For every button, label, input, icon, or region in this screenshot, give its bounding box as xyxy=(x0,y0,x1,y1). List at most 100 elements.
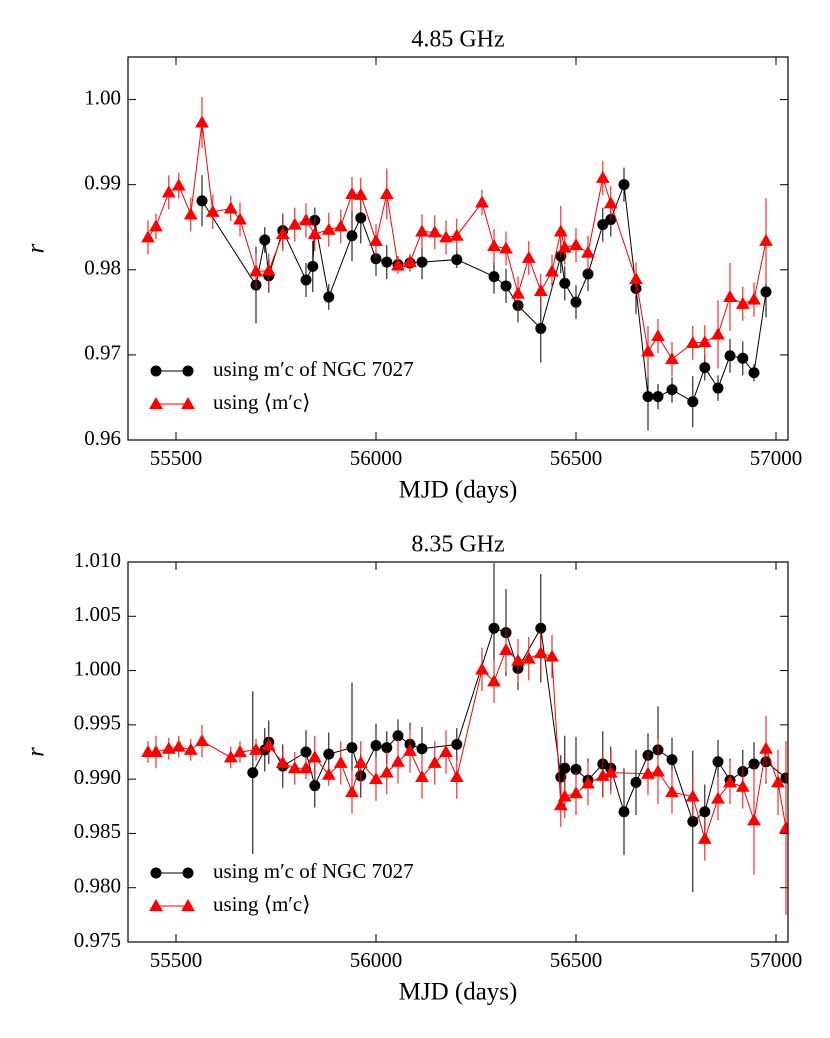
circle-marker xyxy=(451,738,463,750)
triangle-marker xyxy=(249,264,263,277)
triangle-marker xyxy=(195,734,209,747)
circle-marker xyxy=(259,234,271,246)
triangle-marker xyxy=(149,219,163,232)
triangle-marker xyxy=(391,754,405,767)
triangle-marker xyxy=(261,738,276,751)
y-axis-label: r xyxy=(23,243,50,253)
triangle-marker xyxy=(183,207,198,220)
circle-marker xyxy=(488,622,500,634)
triangle-marker xyxy=(149,744,163,757)
circle-marker xyxy=(642,391,654,403)
triangle-marker xyxy=(171,739,186,752)
triangle-marker xyxy=(499,241,513,254)
triangle-marker xyxy=(403,255,417,268)
triangle-marker xyxy=(735,296,750,309)
circle-marker xyxy=(666,384,678,396)
circle-marker xyxy=(737,352,749,364)
y-tick-label: 0.990 xyxy=(74,765,121,789)
triangle-marker xyxy=(195,115,209,128)
triangle-marker xyxy=(629,272,643,285)
triangle-marker xyxy=(603,765,618,778)
triangle-marker xyxy=(511,286,525,299)
circle-marker xyxy=(666,754,678,766)
triangle-marker xyxy=(439,744,453,757)
triangle-marker xyxy=(403,743,417,756)
circle-marker xyxy=(500,280,512,292)
triangle-marker xyxy=(261,263,276,276)
triangle-marker xyxy=(651,764,665,777)
x-tick-label: 57000 xyxy=(750,948,803,972)
x-axis-label: MJD (days) xyxy=(399,477,518,504)
circle-marker xyxy=(196,195,208,207)
circle-marker xyxy=(323,291,335,303)
circle-marker xyxy=(570,296,582,308)
triangle-marker xyxy=(233,744,247,757)
triangle-marker xyxy=(449,228,464,241)
circle-marker xyxy=(699,806,711,818)
circle-marker xyxy=(699,362,711,374)
triangle-marker xyxy=(205,204,220,217)
y-tick-label: 0.995 xyxy=(74,711,121,735)
legend-marker xyxy=(150,365,162,377)
legend-marker xyxy=(181,898,195,911)
triangle-marker xyxy=(723,775,737,788)
triangle-marker xyxy=(747,813,761,826)
triangle-marker xyxy=(685,789,700,802)
circle-marker xyxy=(300,274,312,286)
triangle-marker xyxy=(299,213,313,226)
triangle-marker xyxy=(307,750,322,763)
triangle-marker xyxy=(641,766,655,779)
series-line xyxy=(148,649,787,841)
y-tick-label: 0.98 xyxy=(84,256,121,280)
triangle-marker xyxy=(581,776,595,789)
triangle-marker xyxy=(141,230,155,243)
circle-marker xyxy=(618,806,630,818)
triangle-marker xyxy=(415,224,429,237)
triangle-marker xyxy=(711,791,725,804)
circle-marker xyxy=(535,323,547,335)
circle-marker xyxy=(309,780,321,792)
triangle-marker xyxy=(545,649,559,662)
legend-marker xyxy=(149,396,163,409)
legend-label: using m′c of NGC 7027 xyxy=(213,357,414,381)
triangle-marker xyxy=(379,187,394,200)
x-tick-label: 57000 xyxy=(750,446,803,470)
triangle-marker xyxy=(161,741,176,754)
triangle-marker xyxy=(521,651,536,664)
panel: 8.35 GHz MJD (days) r 55500 56000 56500 57000 0… xyxy=(23,532,803,1006)
triangle-marker xyxy=(711,327,725,340)
triangle-marker xyxy=(299,761,313,774)
triangle-marker xyxy=(533,646,548,659)
x-tick-label: 56500 xyxy=(550,948,603,972)
triangle-marker xyxy=(353,187,368,200)
y-tick-label: 1.010 xyxy=(74,548,121,572)
circle-marker xyxy=(370,739,382,751)
axes-frame xyxy=(127,56,789,441)
triangle-marker xyxy=(553,224,568,237)
circle-marker xyxy=(247,767,259,779)
circle-marker xyxy=(381,256,393,268)
triangle-marker xyxy=(581,245,595,258)
triangle-marker xyxy=(275,227,290,240)
triangle-marker xyxy=(287,217,302,230)
plot-area xyxy=(141,563,788,915)
triangle-marker xyxy=(353,755,368,768)
triangle-marker xyxy=(379,765,394,778)
triangle-marker xyxy=(171,178,186,191)
y-tick-label: 0.985 xyxy=(74,819,121,843)
triangle-marker xyxy=(651,329,665,342)
circle-marker xyxy=(712,756,724,768)
triangle-marker xyxy=(307,227,322,240)
circle-marker xyxy=(416,743,428,755)
plot-area xyxy=(141,97,773,431)
triangle-marker xyxy=(759,233,773,246)
triangle-marker xyxy=(415,769,429,782)
triangle-marker xyxy=(545,264,559,277)
triangle-marker xyxy=(369,772,383,785)
y-tick-label: 0.980 xyxy=(74,874,121,898)
circle-marker xyxy=(618,179,630,191)
chart-title: 8.35 GHz xyxy=(411,532,504,558)
circle-marker xyxy=(582,268,594,280)
triangle-marker xyxy=(697,831,712,844)
